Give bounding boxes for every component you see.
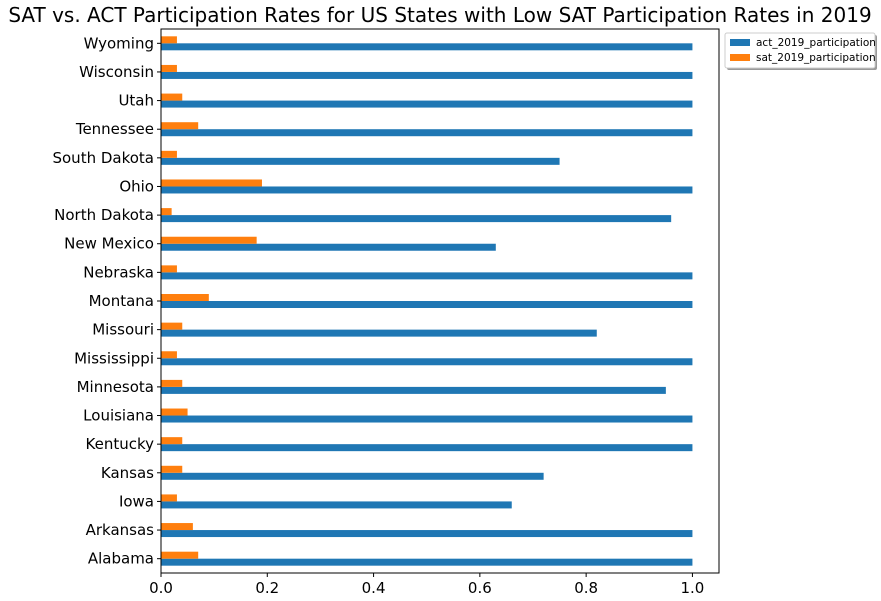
legend-swatch bbox=[730, 54, 750, 61]
bar-act-alabama bbox=[161, 558, 693, 566]
y-tick-label: Ohio bbox=[119, 177, 154, 195]
bar-sat-missouri bbox=[161, 322, 183, 330]
legend-label: act_2019_participation bbox=[756, 37, 876, 49]
legend-swatch bbox=[730, 39, 750, 46]
legend-label: sat_2019_participation bbox=[756, 52, 876, 64]
y-tick-label: Tennessee bbox=[75, 120, 154, 138]
bar-act-new-mexico bbox=[161, 243, 496, 251]
y-tick-label: Wisconsin bbox=[79, 63, 154, 81]
bar-act-wisconsin bbox=[161, 71, 693, 79]
y-tick-label: Alabama bbox=[88, 550, 154, 568]
x-tick-label: 0.4 bbox=[362, 579, 386, 597]
y-axis-ticks: Alabama Arkansas Iowa Kansas Kentucky Louisia… bbox=[52, 34, 161, 568]
y-tick-label: North Dakota bbox=[54, 206, 154, 224]
y-tick-label: Wyoming bbox=[84, 34, 154, 52]
x-tick-label: 0.2 bbox=[255, 579, 279, 597]
bars-group bbox=[161, 36, 693, 566]
bar-sat-louisiana bbox=[161, 408, 188, 416]
y-tick-label: Kansas bbox=[101, 464, 154, 482]
bar-act-mississippi bbox=[161, 358, 693, 366]
bar-act-kentucky bbox=[161, 444, 693, 452]
bar-act-tennessee bbox=[161, 129, 693, 137]
bar-sat-new-mexico bbox=[161, 236, 257, 244]
bar-sat-utah bbox=[161, 93, 183, 101]
legend: act_2019_participation sat_2019_participa… bbox=[724, 32, 877, 70]
bar-act-minnesota bbox=[161, 386, 666, 394]
bar-act-ohio bbox=[161, 186, 693, 194]
y-tick-label: Utah bbox=[118, 92, 154, 110]
bar-sat-ohio bbox=[161, 179, 262, 187]
y-tick-label: Mississippi bbox=[74, 349, 154, 367]
bar-act-nebraska bbox=[161, 272, 693, 280]
bar-act-missouri bbox=[161, 329, 597, 337]
x-axis-ticks: 0.0 0.2 0.4 0.6 0.8 1.0 bbox=[149, 573, 704, 597]
bar-act-south-dakota bbox=[161, 157, 560, 165]
y-tick-label: South Dakota bbox=[52, 149, 154, 167]
y-tick-label: Minnesota bbox=[77, 378, 154, 396]
y-tick-label: Kentucky bbox=[86, 435, 155, 453]
y-tick-label: Montana bbox=[89, 292, 154, 310]
bar-sat-arkansas bbox=[161, 523, 193, 531]
bar-act-louisiana bbox=[161, 415, 693, 423]
bar-sat-wisconsin bbox=[161, 64, 177, 72]
bar-sat-south-dakota bbox=[161, 150, 177, 158]
bar-sat-mississippi bbox=[161, 351, 177, 359]
chart-title: SAT vs. ACT Participation Rates for US S… bbox=[8, 3, 871, 27]
bar-act-iowa bbox=[161, 501, 512, 509]
bar-sat-minnesota bbox=[161, 379, 183, 387]
x-tick-label: 0.0 bbox=[149, 579, 173, 597]
y-tick-label: Louisiana bbox=[83, 407, 154, 425]
bar-act-arkansas bbox=[161, 530, 693, 538]
y-tick-label: Missouri bbox=[92, 321, 154, 339]
bar-act-utah bbox=[161, 100, 693, 108]
bar-sat-tennessee bbox=[161, 122, 199, 130]
bar-sat-alabama bbox=[161, 551, 199, 559]
plot-area-frame bbox=[160, 28, 720, 574]
bar-sat-nebraska bbox=[161, 265, 177, 273]
x-tick-label: 0.8 bbox=[574, 579, 598, 597]
y-tick-label: Nebraska bbox=[83, 263, 154, 281]
x-tick-label: 0.6 bbox=[468, 579, 492, 597]
bar-act-wyoming bbox=[161, 43, 693, 51]
legend-box bbox=[724, 32, 876, 69]
y-tick-label: Arkansas bbox=[86, 521, 155, 539]
x-tick-label: 1.0 bbox=[680, 579, 704, 597]
bar-sat-kansas bbox=[161, 465, 183, 473]
bar-sat-wyoming bbox=[161, 36, 177, 44]
y-tick-label: Iowa bbox=[119, 492, 154, 510]
bar-sat-kentucky bbox=[161, 437, 183, 445]
bar-act-kansas bbox=[161, 472, 544, 480]
y-tick-label: New Mexico bbox=[64, 235, 154, 253]
bar-sat-montana bbox=[161, 294, 209, 301]
bar-act-north-dakota bbox=[161, 215, 672, 223]
bar-act-montana bbox=[161, 301, 693, 308]
bar-sat-iowa bbox=[161, 494, 177, 502]
bar-sat-north-dakota bbox=[161, 208, 172, 216]
